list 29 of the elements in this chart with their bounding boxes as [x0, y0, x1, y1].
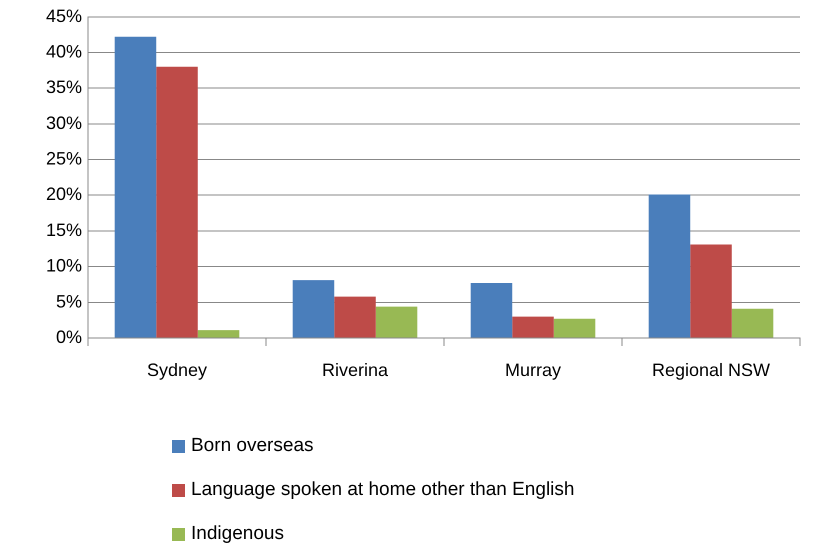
bar: [648, 194, 690, 338]
x-tick-label: Regional NSW: [652, 360, 770, 380]
y-tick-label: 10%: [46, 256, 82, 276]
legend-label: Born overseas: [191, 435, 314, 457]
y-tick-label: 25%: [46, 148, 82, 169]
bar: [198, 330, 240, 338]
bar: [554, 318, 596, 338]
x-tick-label: Murray: [504, 360, 562, 380]
y-tick-label: 40%: [46, 41, 82, 62]
bar: [376, 306, 418, 338]
legend-label: Language spoken at home other than English: [191, 479, 574, 501]
bar: [292, 280, 334, 338]
y-tick-label: 15%: [46, 220, 82, 240]
y-tick-label: 20%: [46, 184, 82, 204]
y-tick-label: 30%: [46, 112, 82, 133]
bar: [334, 296, 376, 338]
bar: [732, 308, 774, 338]
bar: [690, 244, 732, 338]
x-tick-label: Sydney: [146, 360, 208, 380]
bar: [512, 316, 554, 338]
y-tick-label: 45%: [46, 6, 82, 26]
x-tick-label: Riverina: [322, 360, 389, 380]
legend-label: Indigenous: [191, 523, 284, 545]
bar: [114, 36, 156, 338]
y-tick-label: 5%: [56, 291, 82, 312]
bar: [470, 283, 512, 338]
y-tick-label: 0%: [56, 326, 82, 347]
y-tick-label: 35%: [46, 77, 82, 98]
bar: [156, 66, 198, 338]
